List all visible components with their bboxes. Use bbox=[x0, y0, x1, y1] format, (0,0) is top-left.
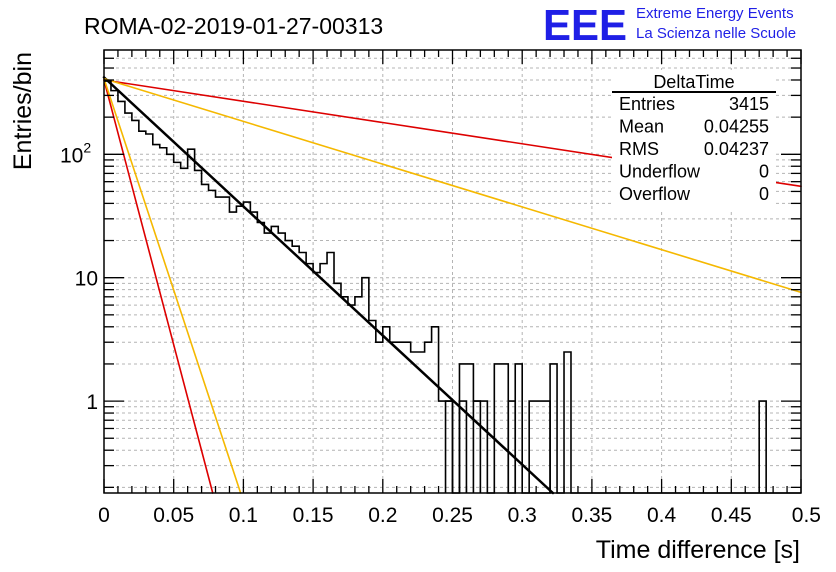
histogram-bin-hit bbox=[528, 400, 551, 493]
stats-value-entries: 3415 bbox=[729, 94, 769, 114]
x-tick-label: 0.1 bbox=[229, 504, 258, 527]
stats-value-underflow: 0 bbox=[759, 162, 769, 182]
stats-value-overflow: 0 bbox=[759, 184, 769, 204]
stats-value-rms: 0.04237 bbox=[704, 139, 769, 159]
y-tick-label: 102 bbox=[60, 139, 91, 167]
fit-line-4 bbox=[103, 77, 802, 294]
eee-logo-line2: La Scienza nelle Scuole bbox=[636, 25, 796, 42]
x-tick-label: 0.5 bbox=[792, 504, 821, 527]
stats-box-background bbox=[612, 70, 776, 212]
stats-label-overflow: Overflow bbox=[619, 184, 691, 204]
fit-line-3 bbox=[103, 79, 214, 494]
x-tick-label: 0.05 bbox=[153, 504, 194, 527]
eee-logo-line1: Extreme Energy Events bbox=[636, 5, 794, 22]
histogram-bin-hit bbox=[444, 400, 454, 493]
stats-label-entries: Entries bbox=[619, 94, 675, 114]
histogram-bin-hit bbox=[472, 400, 482, 493]
x-tick-label: 0.45 bbox=[711, 504, 752, 527]
x-tick-label: 0.2 bbox=[368, 504, 397, 527]
axis-ticks bbox=[103, 50, 802, 493]
y-axis-label: Entries/bin bbox=[9, 52, 37, 170]
fit-line-1 bbox=[102, 76, 555, 495]
x-tick-label: 0.15 bbox=[293, 504, 334, 527]
stats-box: DeltaTime Entries 3415 Mean 0.04255 RMS 0.042… bbox=[612, 70, 776, 212]
histogram-bin-hit bbox=[507, 400, 517, 493]
x-tick-label: 0.25 bbox=[432, 504, 473, 527]
x-tick-labels: 0 0.05 0.1 0.15 0.2 0.25 0.3 0.35 0.4 0.45 0.5 bbox=[98, 504, 821, 527]
stats-label-underflow: Underflow bbox=[619, 162, 701, 182]
x-tick-label: 0 bbox=[98, 504, 110, 527]
stats-box-title: DeltaTime bbox=[653, 72, 734, 92]
grid-lines bbox=[104, 50, 801, 493]
y-tick-label: 10 bbox=[75, 268, 98, 291]
x-tick-label: 0.3 bbox=[508, 504, 537, 527]
stats-value-mean: 0.04255 bbox=[704, 117, 769, 137]
x-tick-label: 0.4 bbox=[647, 504, 677, 527]
y-tick-label: 1 bbox=[86, 391, 98, 414]
fit-line-5 bbox=[103, 77, 242, 494]
eee-logo: EEE bbox=[543, 1, 627, 50]
y-tick-label-exponent: 2 bbox=[83, 139, 91, 155]
stats-label-mean: Mean bbox=[619, 117, 664, 137]
x-tick-label: 0.35 bbox=[571, 504, 612, 527]
histogram-bin-hit bbox=[758, 400, 767, 493]
histogram-bin-hit bbox=[458, 400, 468, 493]
y-tick-labels: 1 10 102 bbox=[60, 139, 98, 414]
run-title: ROMA-02-2019-01-27-00313 bbox=[84, 13, 383, 39]
x-axis-label: Time difference [s] bbox=[596, 536, 800, 564]
stats-label-rms: RMS bbox=[619, 139, 659, 159]
